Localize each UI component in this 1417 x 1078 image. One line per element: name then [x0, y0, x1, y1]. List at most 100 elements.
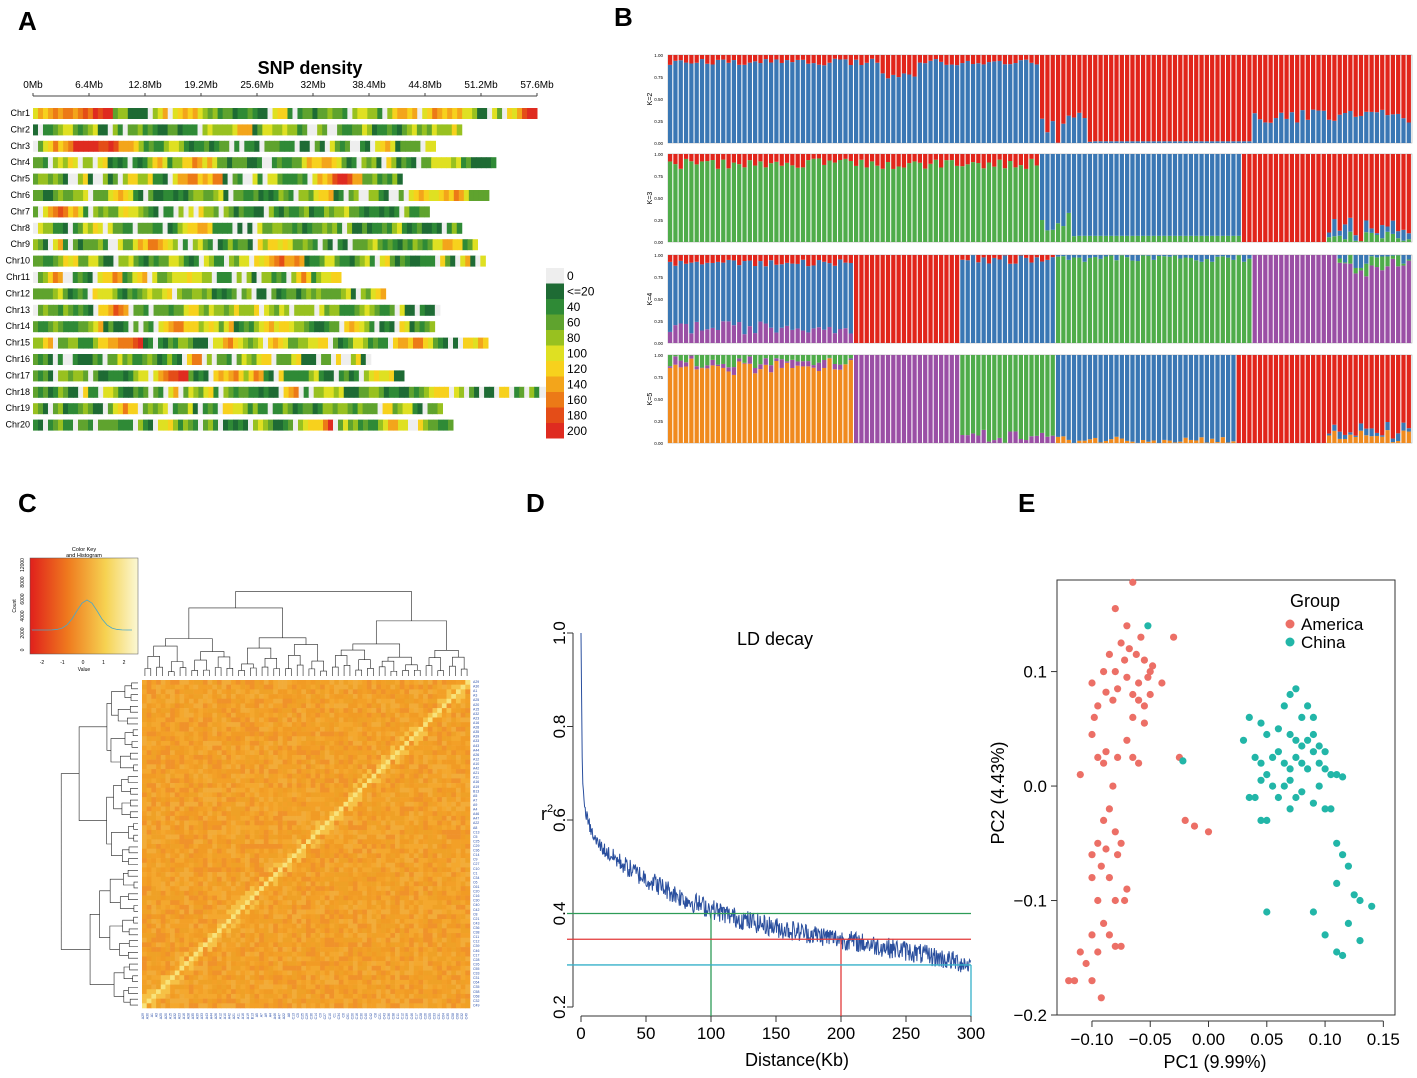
kinship-cell — [193, 680, 199, 685]
ancestry-bar — [1103, 55, 1109, 142]
color-key-subtitle: and Histogram — [66, 553, 102, 559]
density-bin — [341, 157, 348, 169]
kinship-cell — [329, 680, 335, 685]
kinship-cell — [441, 722, 447, 728]
kinship-cell — [268, 801, 274, 807]
ancestry-bar — [859, 159, 864, 242]
ancestry-bar — [1353, 273, 1358, 343]
ancestry-bar — [832, 154, 837, 163]
density-bin — [83, 304, 89, 316]
density-bin — [62, 124, 69, 136]
density-bin — [317, 239, 324, 251]
density-bin — [430, 255, 436, 267]
kinship-cell — [156, 754, 162, 760]
kinship-cell — [170, 698, 176, 704]
density-bin — [77, 239, 84, 251]
kinship-cell — [371, 698, 377, 704]
density-bin — [448, 419, 454, 431]
density-bin — [399, 206, 405, 218]
ancestry-bar — [721, 59, 726, 144]
density-bin — [281, 157, 288, 169]
density-bin — [122, 288, 128, 300]
ancestry-bar — [1326, 255, 1332, 343]
kinship-cell — [202, 731, 208, 737]
density-bin — [313, 386, 320, 398]
density-bin — [409, 304, 416, 316]
ancestry-bar — [986, 255, 992, 264]
density-bin — [490, 157, 497, 169]
kinship-cell — [446, 750, 452, 756]
kinship-cell — [221, 736, 227, 742]
ancestry-bar — [854, 59, 859, 143]
density-bin — [360, 288, 367, 300]
ancestry-bar — [1353, 116, 1358, 143]
ancestry-bar — [774, 264, 779, 333]
density-bin — [48, 337, 54, 349]
kinship-cell — [427, 689, 433, 695]
kinship-cell — [451, 745, 457, 751]
ancestry-bar — [960, 259, 965, 343]
density-bin — [296, 288, 302, 300]
kinship-cell — [301, 684, 307, 690]
ancestry-bar — [790, 154, 795, 166]
density-bin — [152, 108, 159, 119]
kinship-cell — [385, 811, 391, 817]
kinship-cell — [413, 703, 419, 709]
kinship-cell — [441, 698, 447, 704]
kinship-cell — [348, 722, 354, 728]
ancestry-bar — [1241, 154, 1247, 242]
kinship-cell — [399, 778, 405, 784]
kinship-cell — [202, 717, 208, 723]
kinship-cell — [441, 764, 447, 770]
kinship-cell — [395, 694, 401, 700]
kinship-cell — [357, 801, 363, 807]
density-bin — [87, 222, 94, 234]
kinship-cell — [226, 717, 232, 723]
kinship-cell — [376, 736, 382, 742]
density-bin — [389, 255, 396, 267]
density-bin — [293, 206, 300, 218]
kinship-cell — [212, 717, 218, 723]
density-bin — [191, 272, 198, 283]
kinship-cell — [188, 787, 194, 793]
kinship-cell — [460, 750, 466, 756]
kinship-cell — [202, 783, 208, 789]
ancestry-bar — [705, 161, 710, 242]
structure-y-tick: 0.75 — [654, 275, 663, 280]
ancestry-bar — [753, 165, 758, 242]
ancestry-bar — [1194, 141, 1199, 143]
ancestry-bar — [1406, 233, 1411, 240]
kinship-cell — [320, 703, 326, 709]
kinship-cell — [254, 783, 260, 789]
kinship-cell — [324, 694, 330, 700]
ancestry-bar — [763, 255, 768, 267]
kinship-cell — [357, 745, 363, 751]
density-bin — [122, 108, 129, 119]
density-bin — [258, 337, 264, 349]
kinship-cell — [146, 773, 152, 779]
kinship-cell — [174, 740, 180, 746]
ancestry-bar — [1337, 114, 1342, 143]
kinship-cell — [343, 680, 349, 685]
density-bin — [138, 321, 144, 333]
kinship-cell — [413, 787, 419, 793]
ancestry-bar — [1008, 263, 1013, 343]
kinship-cell — [348, 783, 354, 789]
ancestry-bar — [949, 55, 954, 65]
density-bin — [221, 354, 228, 365]
kinship-cell — [235, 726, 241, 732]
kinship-cell — [273, 726, 279, 732]
kinship-cell — [409, 722, 415, 728]
density-bin — [193, 304, 200, 316]
density-bin — [259, 255, 265, 267]
ancestry-bar — [1220, 141, 1225, 143]
kinship-cell — [259, 811, 265, 817]
kinship-cell — [268, 787, 274, 793]
density-bin — [167, 124, 174, 136]
kinship-cell — [324, 759, 330, 765]
ancestry-bar — [668, 255, 673, 262]
density-bin — [203, 206, 210, 218]
ancestry-bar — [710, 327, 715, 343]
kinship-cell — [306, 740, 311, 746]
kinship-cell — [160, 745, 166, 751]
